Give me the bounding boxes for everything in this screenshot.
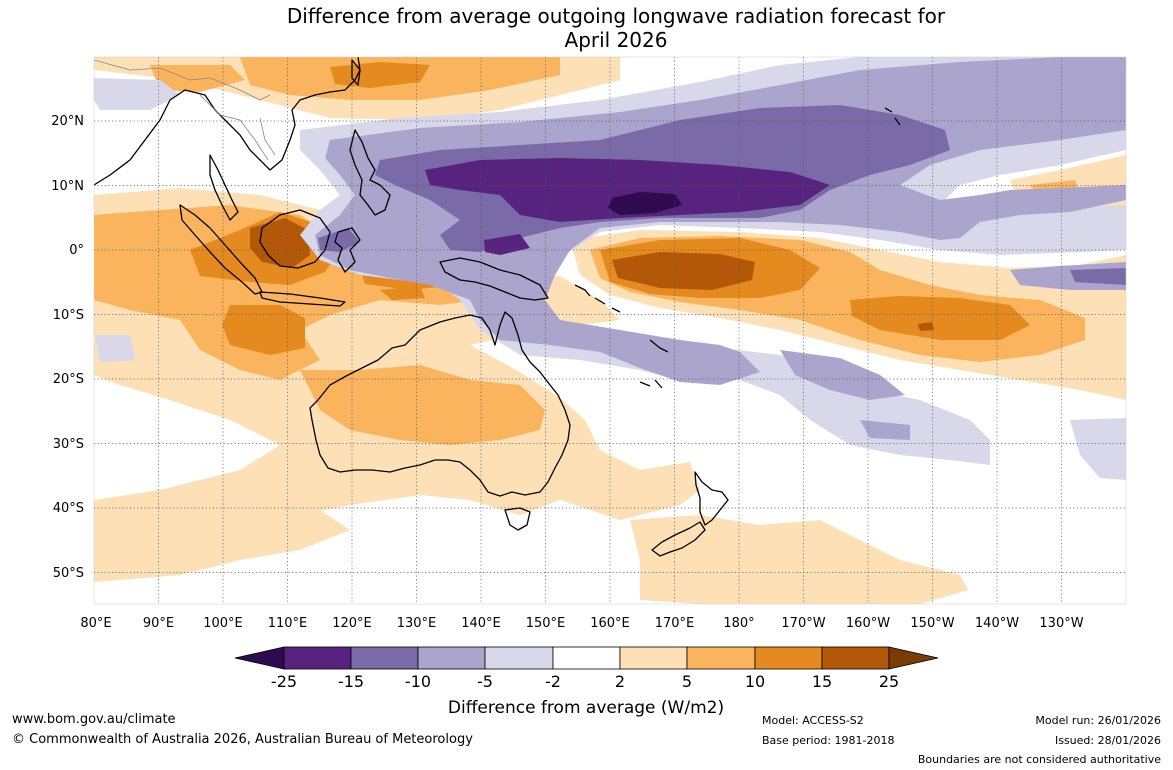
philippines-coastline (349, 129, 391, 216)
colorbar-tick: -25 (271, 672, 297, 691)
colorbar-tick: 15 (812, 672, 832, 691)
colorbar-segment (417, 646, 486, 670)
colorbar-title: Difference from average (W/m2) (448, 698, 724, 718)
taiwan-coastline (351, 59, 361, 86)
java-coastline (259, 291, 346, 307)
footer-model: Model: ACCESS-S2 (762, 714, 864, 727)
map-title-line2: April 2026 (564, 28, 668, 52)
anomaly-band-below-minus25 (608, 192, 682, 215)
colorbar-tick: -10 (405, 672, 431, 691)
lon-label: 100°E (203, 616, 243, 631)
colorbar (234, 646, 939, 670)
lon-label: 110°E (268, 616, 308, 631)
sulawesi-coastline (334, 227, 361, 273)
colorbar-tick: 5 (682, 672, 692, 691)
coastlines (94, 57, 901, 557)
colorbar-segment (686, 646, 756, 670)
graticule (94, 57, 1126, 604)
anomaly-band-minus25-to-minus15 (425, 158, 830, 255)
lon-label: 170°W (781, 616, 825, 631)
new-zealand-north (694, 471, 729, 526)
new-guinea-coastline (439, 257, 549, 301)
colorbar-tick: -2 (545, 672, 561, 691)
lon-label: 170°E (655, 616, 695, 631)
colorbar-segment (754, 646, 823, 670)
lon-label: 160°E (590, 616, 630, 631)
colorbar-segment (283, 646, 352, 670)
colorbar-tick: 2 (615, 672, 625, 691)
map-frame (93, 56, 1127, 605)
colorbar-extend-high (888, 646, 939, 670)
lon-label: 130°E (397, 616, 437, 631)
footer-copyright: © Commonwealth of Australia 2026, Austra… (12, 732, 473, 747)
colorbar-tick: 10 (745, 672, 765, 691)
footer-base-period: Base period: 1981-2018 (762, 734, 895, 747)
lon-label: 150°W (910, 616, 954, 631)
colorbar-tick: -5 (477, 672, 493, 691)
lon-label: 140°E (461, 616, 501, 631)
new-caledonia (649, 339, 669, 353)
colorbar-segment (350, 646, 419, 670)
colorbar-tick: 25 (879, 672, 899, 691)
footer-model-run: Model run: 26/01/2026 (1035, 714, 1161, 727)
footer-issued: Issued: 28/01/2026 (1054, 734, 1161, 747)
map-title-line1: Difference from average outgoing longwav… (286, 4, 946, 28)
colorbar-ticks: -25 -15 -10 -5 -2 2 5 10 15 25 (271, 672, 899, 691)
hawaii-islands (884, 107, 901, 126)
tasmania-coastline (504, 507, 531, 531)
colorbar-segment (552, 646, 621, 670)
colorbar-tick: -15 (338, 672, 364, 691)
lat-label: 30°S (53, 437, 84, 452)
colorbar-segment (484, 646, 554, 670)
lat-label: 0° (69, 243, 84, 258)
lon-label: 130°W (1039, 616, 1083, 631)
latitude-labels: 20°N 10°N 0° 10°S 20°S 30°S 40°S 50°S (51, 114, 84, 581)
colorbar-extend-low (234, 646, 285, 670)
lon-label: 140°W (975, 616, 1019, 631)
lat-label: 20°N (51, 114, 84, 129)
footer-disclaimer: Boundaries are not considered authoritat… (917, 753, 1161, 766)
longitude-labels: 80°E 90°E 100°E 110°E 120°E 130°E 140°E … (80, 616, 1083, 631)
map-title: Difference from average outgoing longwav… (0, 4, 1173, 52)
anomaly-field (94, 57, 1126, 604)
lon-label: 80°E (80, 616, 111, 631)
fiji-islands (639, 379, 663, 389)
lat-label: 20°S (53, 372, 84, 387)
new-zealand-south (651, 521, 706, 557)
colorbar-segment (821, 646, 890, 670)
colorbar-segment (619, 646, 688, 670)
solomon-islands (574, 284, 621, 313)
lon-label: 180° (723, 616, 754, 631)
sumatra-coastline (179, 204, 263, 295)
lat-label: 10°S (53, 308, 84, 323)
australia-coastline (309, 311, 571, 497)
borneo-coastline (259, 209, 331, 269)
lon-label: 90°E (143, 616, 174, 631)
country-borders (94, 59, 276, 161)
lon-label: 160°W (846, 616, 890, 631)
lat-label: 10°N (51, 179, 84, 194)
footer-url[interactable]: www.bom.gov.au/climate (12, 712, 176, 727)
lon-label: 120°E (332, 616, 372, 631)
lat-label: 50°S (53, 566, 84, 581)
lon-label: 150°E (526, 616, 566, 631)
anomaly-band-15-to-25 (250, 218, 934, 331)
lat-label: 40°S (53, 501, 84, 516)
mainland-asia-coastline (94, 57, 361, 186)
malay-peninsula (209, 154, 239, 221)
